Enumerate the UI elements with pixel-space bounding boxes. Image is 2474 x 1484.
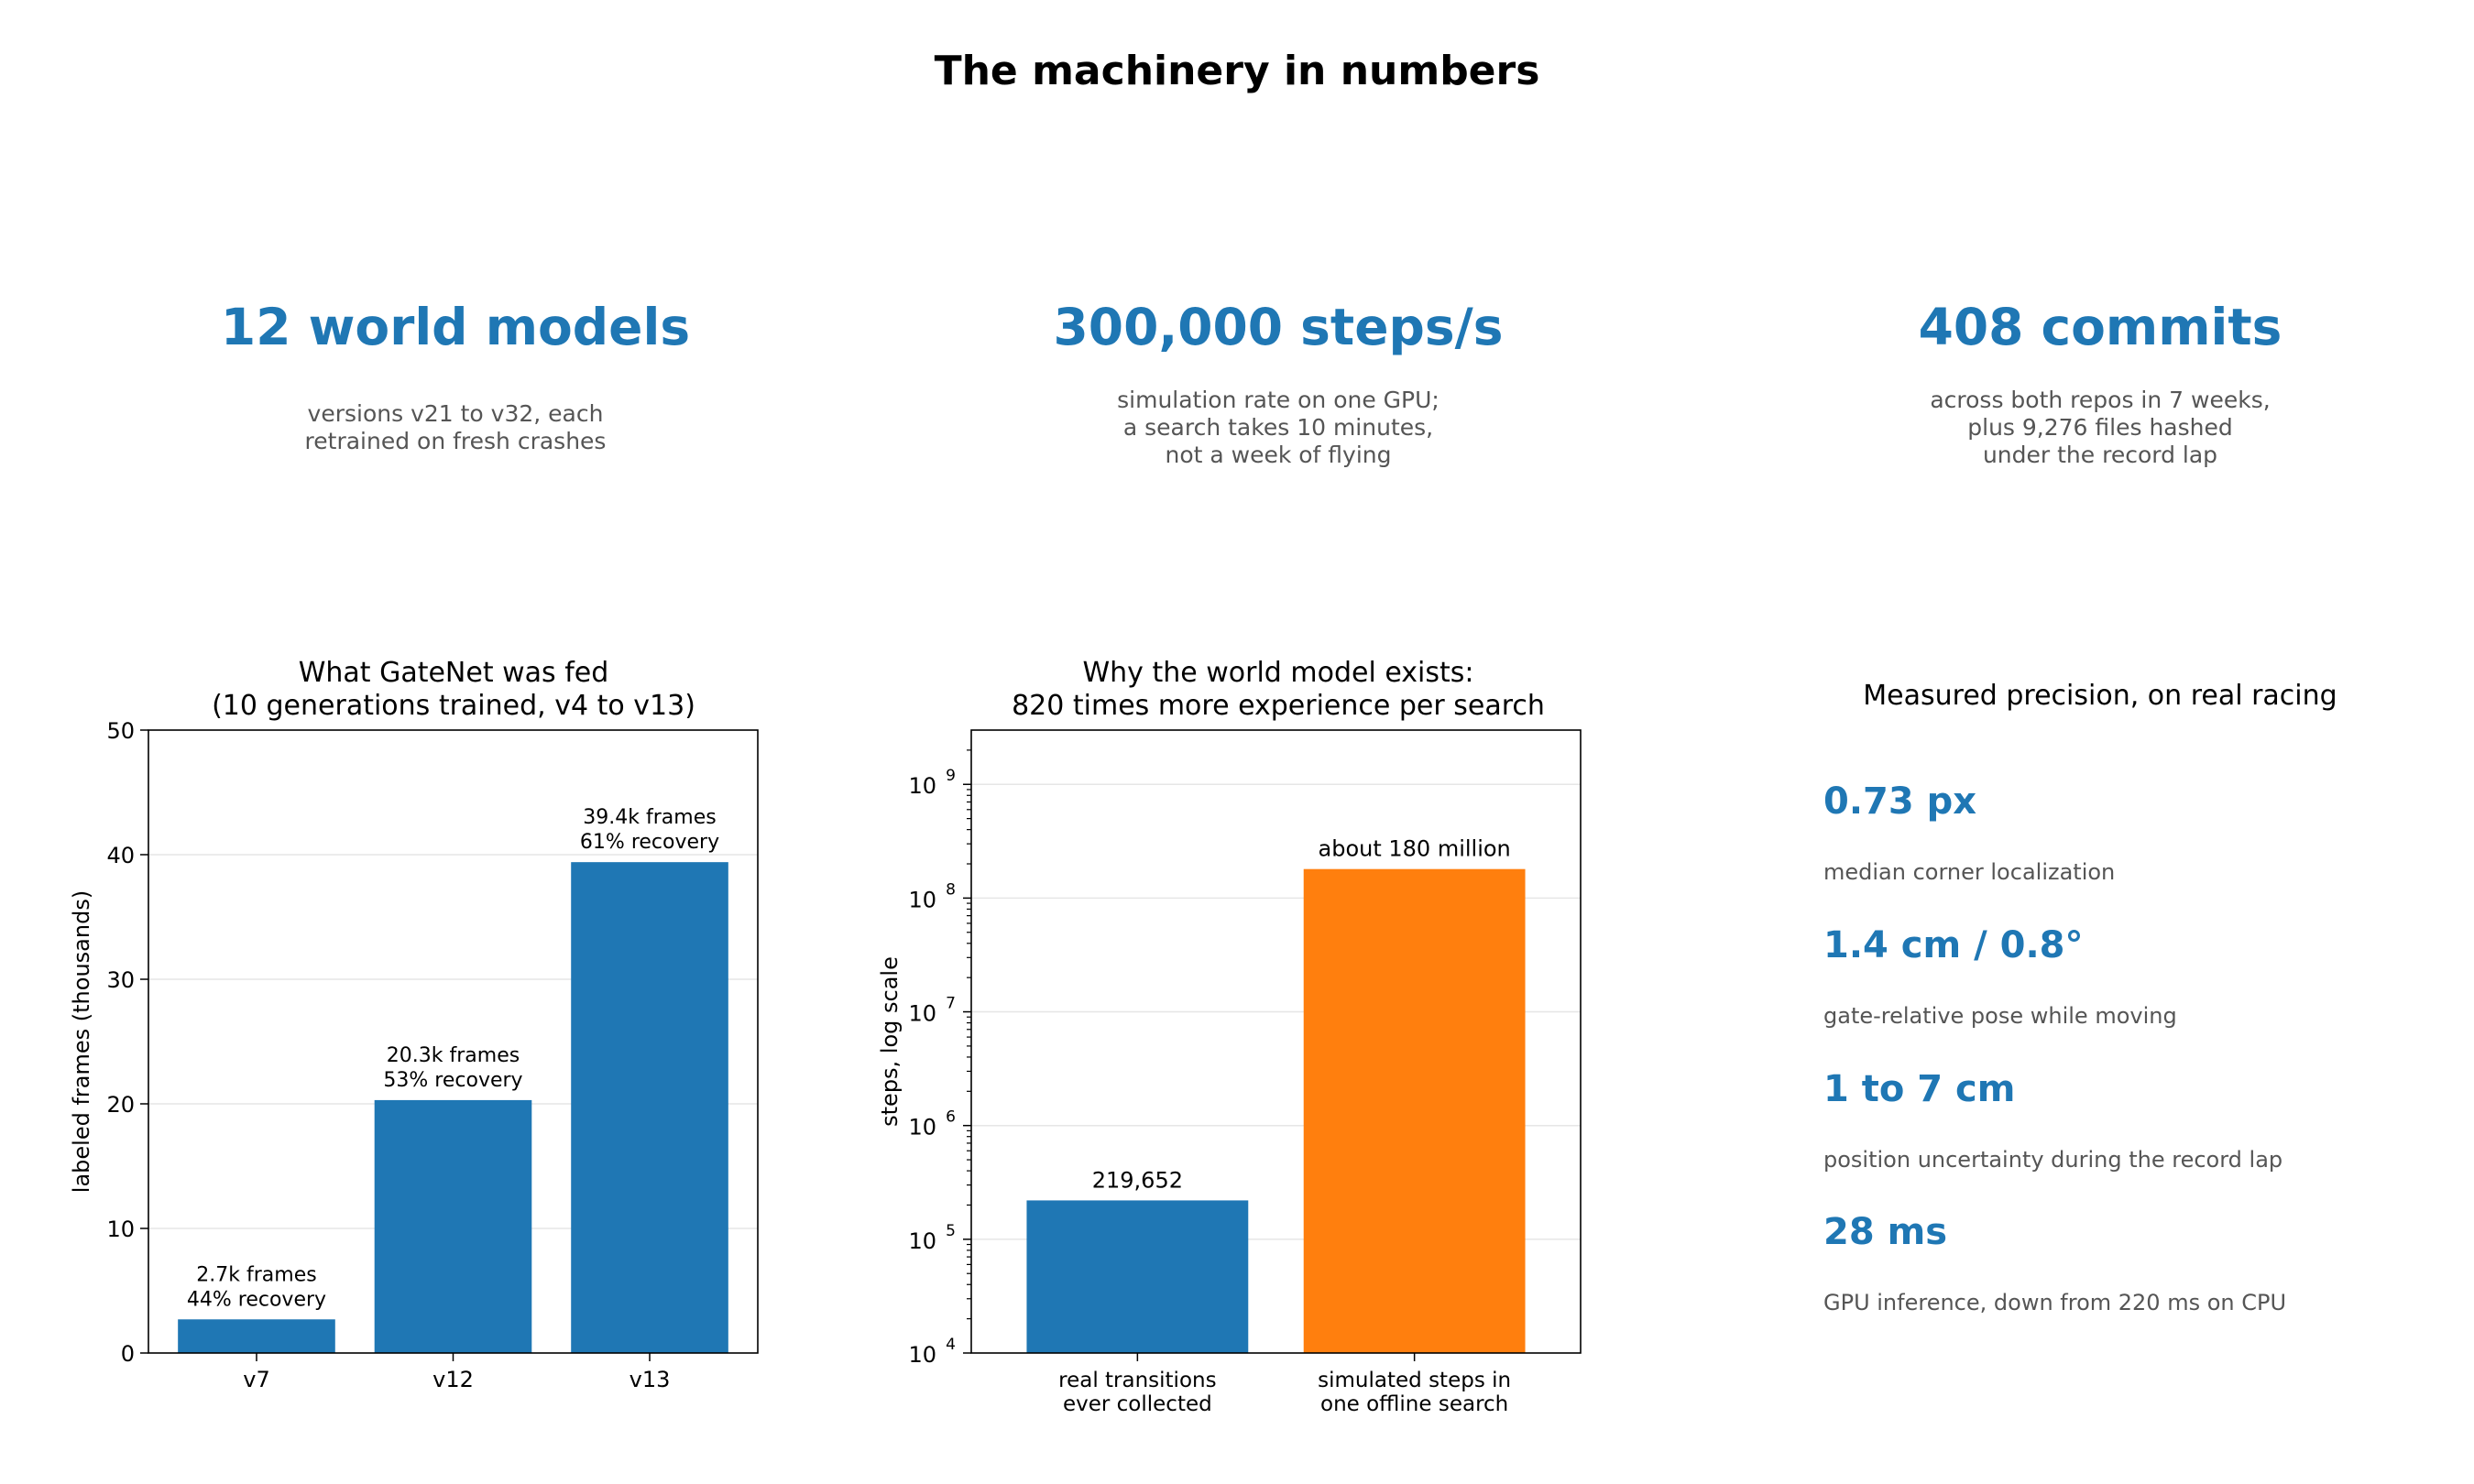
chart-title-line: What GateNet was fed	[298, 657, 609, 689]
bar-v12	[374, 1099, 532, 1353]
stat-world-models: 12 world models versions v21 to v32, eac…	[43, 298, 868, 455]
y-tick-exponent: 9	[946, 767, 956, 785]
y-tick-label: 0	[121, 1341, 135, 1367]
y-tick-label: 30	[106, 967, 135, 993]
y-tick-base: 10	[908, 1001, 936, 1027]
stat-line: a search takes 10 minutes,	[1122, 414, 1434, 441]
stat-value: 408 commits	[1918, 298, 2282, 356]
precision-value: 28 ms	[1823, 1211, 1948, 1253]
y-tick-exponent: 7	[946, 995, 956, 1013]
precision-value: 1 to 7 cm	[1823, 1068, 2016, 1110]
x-tick-label: v13	[629, 1367, 671, 1392]
y-tick-label: 20	[106, 1092, 135, 1118]
stat-line: across both repos in 7 weeks,	[1930, 387, 2271, 413]
x-tick-label: v12	[432, 1367, 474, 1392]
y-tick-base: 10	[908, 773, 936, 799]
stat-line: versions v21 to v32, each	[307, 400, 604, 427]
y-tick-exponent: 4	[946, 1336, 956, 1354]
bar-v13	[571, 862, 728, 1353]
stat-line: not a week of flying	[1165, 442, 1392, 468]
stat-description: versions v21 to v32, each retrained on f…	[43, 400, 868, 455]
y-tick-base: 10	[908, 887, 936, 912]
x-tick-label: simulated steps in	[1318, 1369, 1511, 1392]
bar-label: 39.4k frames	[583, 806, 716, 829]
chart-title-line: Why the world model exists:	[1082, 657, 1474, 689]
y-tick-base: 10	[908, 1115, 936, 1140]
precision-description: position uncertainty during the record l…	[1823, 1147, 2283, 1173]
x-tick-label: ever collected	[1063, 1392, 1212, 1416]
stat-description: simulation rate on one GPU; a search tak…	[866, 387, 1691, 469]
bar	[1303, 868, 1526, 1353]
bar-label: 2.7k frames	[196, 1263, 316, 1286]
stat-steps-per-second: 300,000 steps/s simulation rate on one G…	[866, 298, 1691, 469]
stat-line: under the record lap	[1982, 442, 2218, 468]
bar-label: 20.3k frames	[387, 1044, 520, 1067]
chart-title-line: (10 generations trained, v4 to v13)	[212, 690, 695, 722]
precision-title: Measured precision, on real racing	[1863, 680, 2337, 712]
precision-description: median corner localization	[1823, 859, 2116, 885]
stat-line: retrained on fresh crashes	[304, 428, 607, 454]
chart-title-line: 820 times more experience per search	[1012, 690, 1545, 722]
x-tick-label: v7	[243, 1367, 269, 1392]
chart2-title: Why the world model exists: 820 times mo…	[880, 657, 1677, 723]
y-tick-base: 10	[908, 1342, 936, 1368]
precision-value: 0.73 px	[1823, 780, 1977, 823]
stat-commits: 408 commits across both repos in 7 weeks…	[1688, 298, 2474, 469]
bar-label: 219,652	[1092, 1167, 1183, 1193]
stat-description: across both repos in 7 weeks, plus 9,276…	[1688, 387, 2474, 469]
x-tick-label: real transitions	[1058, 1369, 1216, 1392]
y-tick-label: 40	[106, 843, 135, 868]
chart1-title: What GateNet was fed (10 generations tra…	[55, 657, 852, 723]
precision-value: 1.4 cm / 0.8°	[1823, 924, 2084, 966]
precision-description: GPU inference, down from 220 ms on CPU	[1823, 1290, 2287, 1315]
y-tick-exponent: 5	[946, 1222, 956, 1240]
bar-label: 44% recovery	[187, 1288, 326, 1311]
bar-label: 53% recovery	[383, 1069, 522, 1092]
y-axis-label: steps, log scale	[877, 956, 903, 1127]
y-tick-base: 10	[908, 1228, 936, 1254]
y-tick-exponent: 6	[946, 1108, 956, 1127]
plot-frame	[148, 729, 759, 1354]
bar-label: about 180 million	[1319, 836, 1511, 862]
y-axis-label: labeled frames (thousands)	[69, 890, 94, 1193]
page-title: The machinery in numbers	[934, 48, 1540, 94]
bar-v7	[178, 1319, 335, 1353]
stat-line: simulation rate on one GPU;	[1117, 387, 1440, 413]
bar-label: 61% recovery	[580, 831, 719, 854]
y-tick-exponent: 8	[946, 880, 956, 899]
precision-description: gate-relative pose while moving	[1823, 1003, 2177, 1029]
stat-value: 12 world models	[220, 298, 691, 356]
bar	[1026, 1200, 1249, 1353]
plot-frame	[970, 729, 1582, 1354]
x-tick-label: one offline search	[1320, 1392, 1508, 1416]
stat-value: 300,000 steps/s	[1053, 298, 1504, 356]
stat-line: plus 9,276 files hashed	[1967, 414, 2233, 441]
y-tick-label: 50	[106, 718, 135, 744]
y-tick-label: 10	[106, 1217, 135, 1242]
